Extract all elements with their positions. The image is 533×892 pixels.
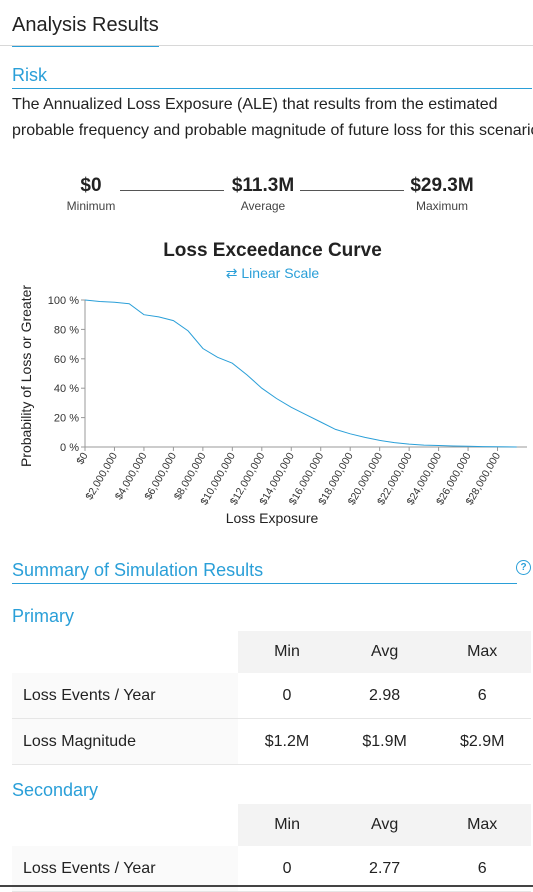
scale-toggle-label: Linear Scale bbox=[241, 265, 320, 281]
risk-description-line-2: probable frequency and probable magnitud… bbox=[12, 122, 533, 139]
y-tick-label: 80 % bbox=[54, 324, 79, 336]
row-label: Loss Events / Year bbox=[12, 673, 239, 719]
y-tick-label: 60 % bbox=[54, 354, 79, 366]
secondary-header-min: Min bbox=[238, 804, 336, 846]
y-axis-label: Probability of Loss or Greater bbox=[18, 285, 34, 467]
primary-heading: Primary bbox=[12, 606, 74, 626]
summary-heading: Summary of Simulation Results bbox=[12, 560, 517, 584]
y-tick-label: 20 % bbox=[54, 413, 79, 425]
x-axis-label: Loss Exposure bbox=[226, 510, 319, 526]
y-tick-label: 0 % bbox=[60, 442, 79, 454]
cell-avg: 2.77 bbox=[335, 846, 434, 892]
help-circle-icon[interactable]: ? bbox=[516, 560, 531, 575]
stat-minimum-label: Minimum bbox=[66, 199, 116, 213]
row-label: Loss Magnitude bbox=[12, 718, 239, 765]
series-line bbox=[84, 299, 517, 448]
header-divider bbox=[0, 45, 533, 46]
loss-exceedance-chart: 100 %80 %60 %40 %20 %0 %$0$2,000,000$4,0… bbox=[18, 285, 527, 526]
secondary-heading: Secondary bbox=[12, 780, 99, 800]
cell-max: $2.9M bbox=[433, 718, 531, 765]
secondary-table-header: Min Avg Max bbox=[12, 804, 531, 846]
swap-arrows-icon: ⇄ bbox=[225, 265, 238, 281]
y-tick-label: 40 % bbox=[54, 383, 79, 395]
page-title: Analysis Results bbox=[12, 14, 159, 47]
cell-min: 0 bbox=[238, 673, 336, 719]
risk-description-line-1: The Annualized Loss Exposure (ALE) that … bbox=[12, 96, 498, 113]
stat-average-label: Average bbox=[240, 199, 286, 213]
y-tick-label: 100 % bbox=[48, 295, 79, 307]
secondary-table: Min Avg Max Loss Events / Year 0 2.77 6 bbox=[12, 804, 531, 892]
table-row: Loss Magnitude $1.2M $1.9M $2.9M bbox=[12, 718, 531, 765]
primary-header-min: Min bbox=[238, 631, 336, 673]
x-tick-label: $0 bbox=[74, 450, 90, 466]
row-label: Loss Events / Year bbox=[12, 846, 239, 892]
stat-minimum: $0 Minimum bbox=[36, 175, 146, 213]
cell-min: 0 bbox=[238, 846, 336, 892]
stat-average-value: $11.3M bbox=[231, 175, 295, 196]
stat-connector-left bbox=[120, 190, 224, 191]
primary-table: Min Avg Max Loss Events / Year 0 2.98 6 … bbox=[12, 631, 531, 765]
stat-connector-right bbox=[300, 190, 404, 191]
secondary-header-blank bbox=[12, 804, 239, 846]
cell-min: $1.2M bbox=[238, 718, 336, 765]
primary-header-avg: Avg bbox=[335, 631, 434, 673]
scale-toggle[interactable]: ⇄ Linear Scale bbox=[0, 265, 533, 282]
chart-title: Loss Exceedance Curve bbox=[163, 240, 382, 261]
primary-table-header: Min Avg Max bbox=[12, 631, 531, 673]
stat-maximum-label: Maximum bbox=[415, 199, 468, 213]
risk-description: The Annualized Loss Exposure (ALE) that … bbox=[12, 92, 533, 144]
bottom-border bbox=[0, 885, 533, 887]
stat-maximum-value: $29.3M bbox=[410, 175, 474, 196]
stat-average: $11.3M Average bbox=[208, 175, 318, 213]
risk-heading: Risk bbox=[12, 65, 532, 89]
secondary-header-max: Max bbox=[433, 804, 531, 846]
page-header: Analysis Results bbox=[12, 14, 159, 47]
table-row: Loss Events / Year 0 2.98 6 bbox=[12, 673, 531, 719]
primary-header-max: Max bbox=[433, 631, 531, 673]
cell-avg: $1.9M bbox=[335, 718, 434, 765]
table-row: Loss Events / Year 0 2.77 6 bbox=[12, 846, 531, 892]
stat-maximum: $29.3M Maximum bbox=[387, 175, 497, 213]
cell-avg: 2.98 bbox=[335, 673, 434, 719]
cell-max: 6 bbox=[433, 673, 531, 719]
cell-max: 6 bbox=[433, 846, 531, 892]
secondary-header-avg: Avg bbox=[335, 804, 434, 846]
primary-header-blank bbox=[12, 631, 239, 673]
stat-minimum-value: $0 bbox=[80, 175, 102, 196]
